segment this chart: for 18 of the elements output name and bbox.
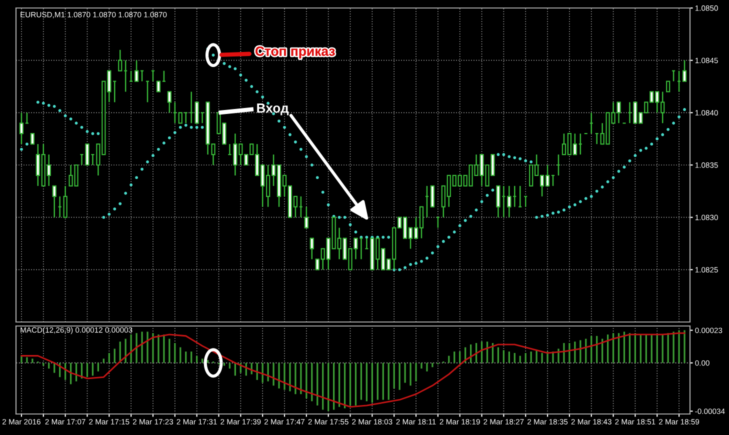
annotation: Вход: [257, 104, 289, 116]
candlestick: [118, 49, 122, 72]
candlestick: [156, 80, 161, 92]
candlestick: [304, 206, 308, 228]
candlestick: [507, 185, 512, 218]
candlestick: [30, 133, 34, 145]
candlestick: [194, 102, 199, 124]
candlestick: [167, 91, 172, 114]
candlestick: [430, 185, 435, 208]
candlestick: [682, 60, 687, 82]
annotation: Стоп приказ: [255, 46, 335, 58]
candlestick: [19, 112, 24, 145]
candlestick: [63, 185, 68, 218]
candlestick: [310, 238, 314, 260]
candlestick: [52, 185, 56, 218]
candlestick: [666, 80, 670, 92]
candlestick: [178, 112, 182, 124]
candlestick: [134, 60, 139, 82]
